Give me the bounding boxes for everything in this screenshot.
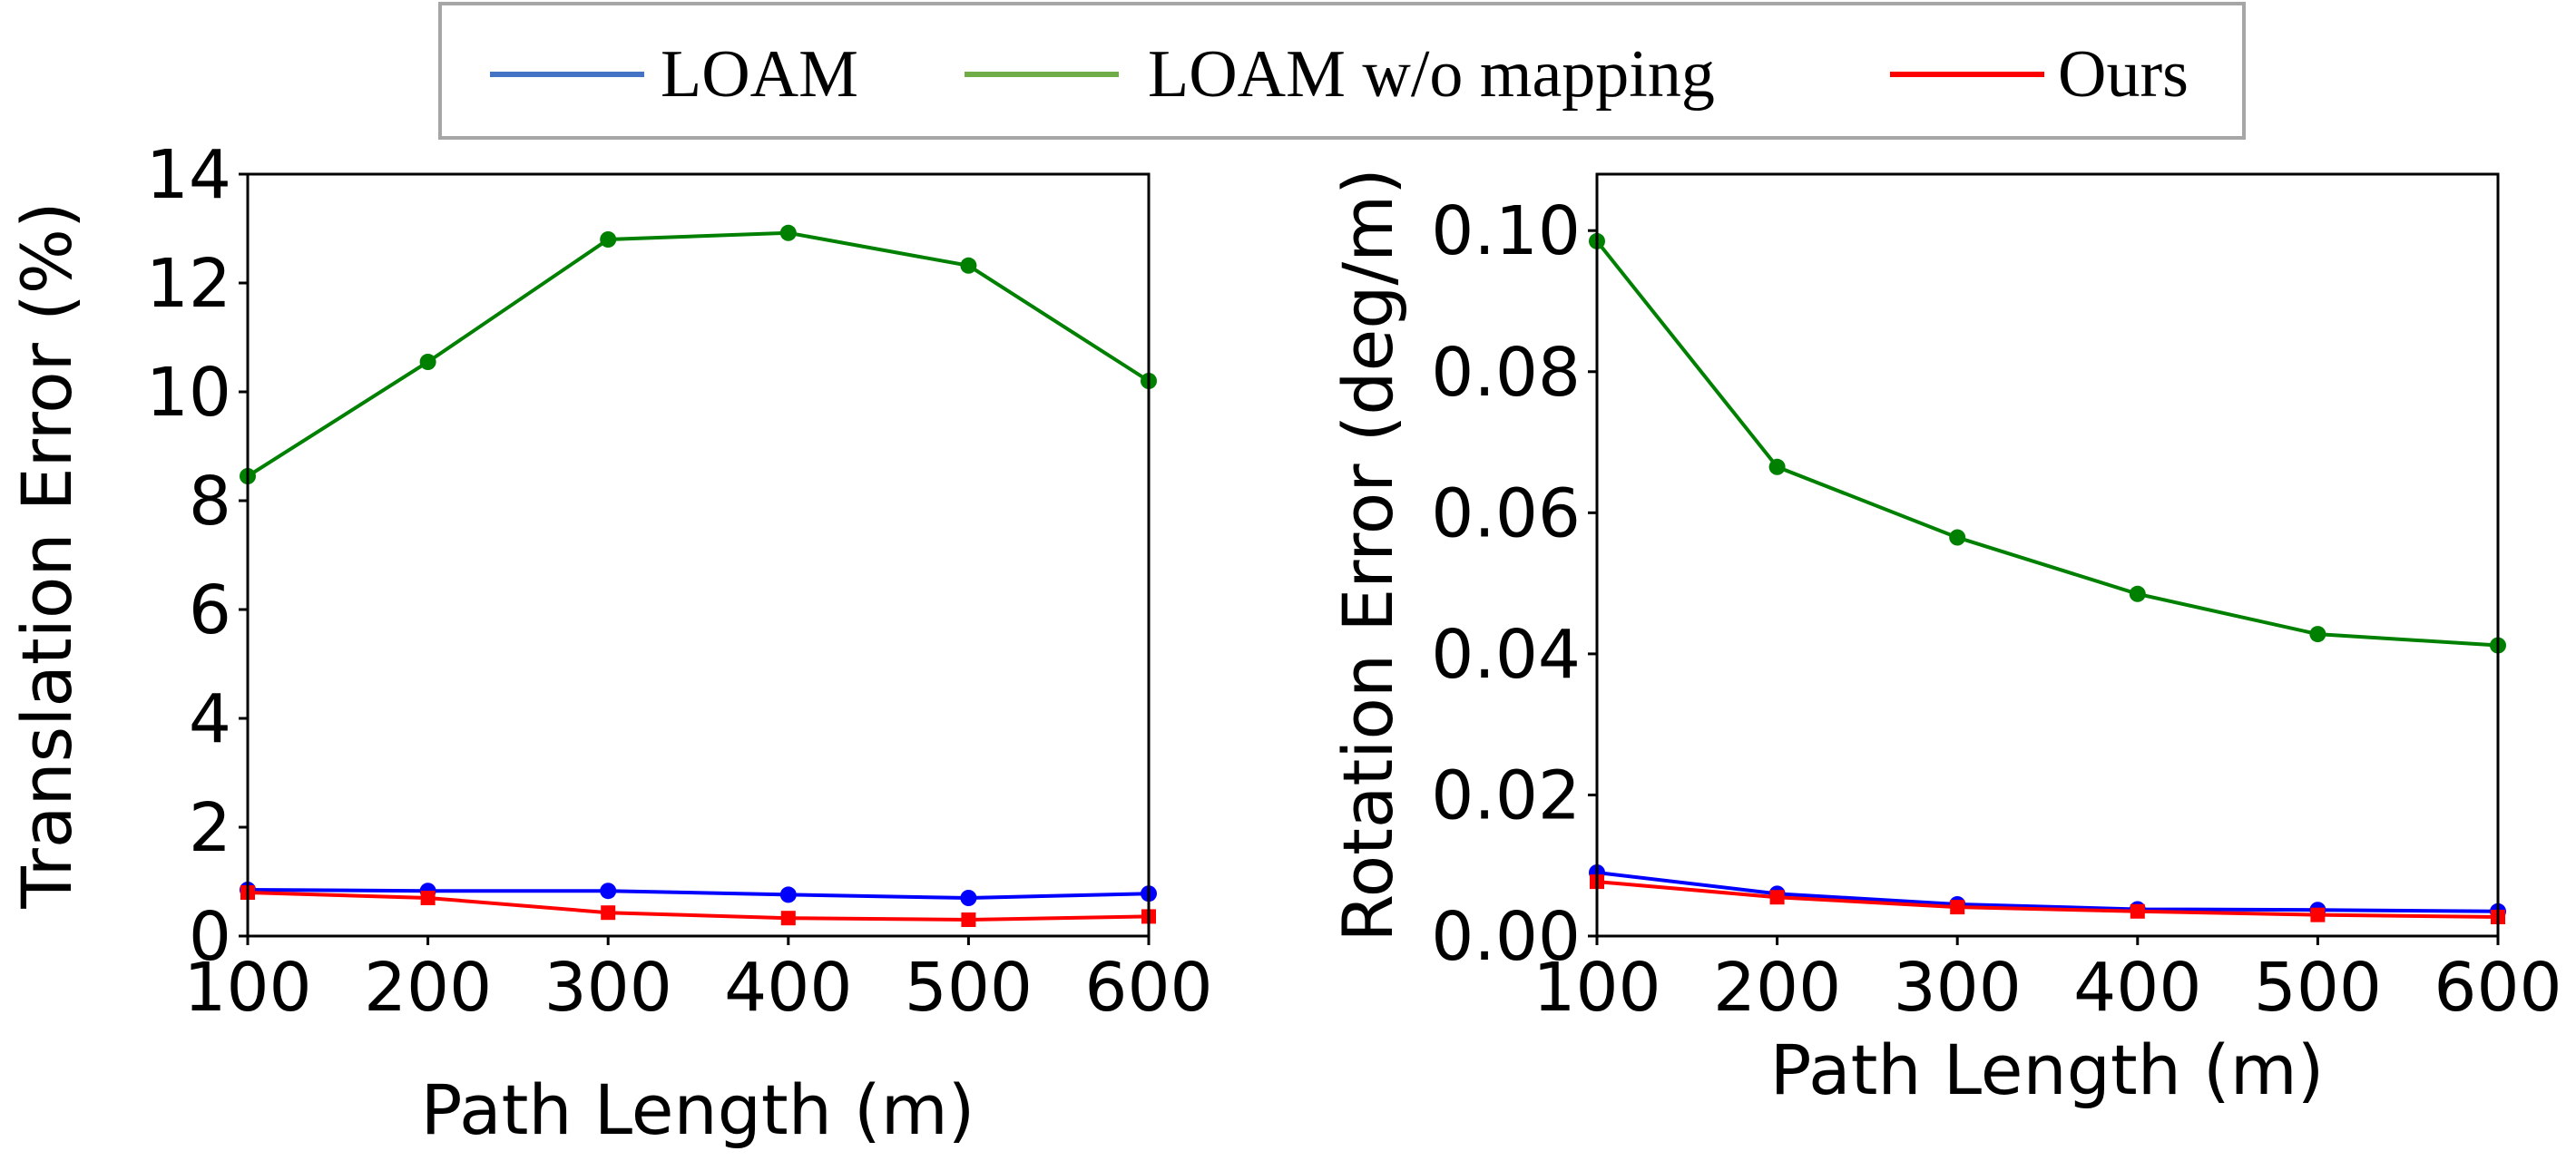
rotation-error-series-ours-point <box>2310 907 2326 922</box>
translation-error-ytick-label: 10 <box>146 354 231 432</box>
translation-error-xtick-label: 300 <box>544 949 672 1027</box>
rotation-error-ytick-label: 0.04 <box>1431 616 1581 694</box>
rotation-error-xtick-label: 200 <box>1713 949 1841 1027</box>
rotation-error-series-loam-w-o-mapping-point <box>2129 585 2146 602</box>
rotation-error-xtick-label: 500 <box>2254 949 2382 1027</box>
rotation-error-series-loam-line <box>1596 871 2499 913</box>
rotation-error-xtick-label: 300 <box>1894 949 2022 1027</box>
translation-error-series-loam-point <box>960 890 977 906</box>
translation-error-series-loam-w-o-mapping-point <box>419 354 436 370</box>
rotation-error-series-loam-w-o-mapping-line <box>1595 239 2499 648</box>
rotation-error-ytick-label: 0.06 <box>1431 474 1581 552</box>
translation-error-xtick-label: 400 <box>724 949 852 1027</box>
rotation-error-series-ours-point <box>1950 900 1965 915</box>
rotation-error-xtick-label: 400 <box>2073 949 2201 1027</box>
translation-error-series-loam-point <box>779 886 797 903</box>
translation-error-series-loam-line <box>247 888 1150 901</box>
translation-error-xtick-label: 200 <box>364 949 492 1027</box>
translation-error-ytick-label: 14 <box>146 136 231 214</box>
rotation-error-series-ours-point <box>1769 890 1785 905</box>
translation-error-chart: 100 200 300 400 500 600 0 2 4 6 8 10 12 14 Path Lengt… <box>6 136 1213 1150</box>
translation-error-ylabel: Translation Error (%) <box>6 201 87 909</box>
translation-error-series-ours-point <box>961 912 976 927</box>
rotation-error-ytick-label: 0.08 <box>1431 334 1581 412</box>
translation-error-series-loam-w-o-mapping-point <box>779 224 797 241</box>
rotation-error-ylabel: Rotation Error (deg/m) <box>1327 168 1408 942</box>
legend-label-ours: Ours <box>2058 37 2189 112</box>
legend-label-loam: LOAM <box>661 37 858 112</box>
rotation-error-series-ours-point <box>2130 903 2145 919</box>
rotation-error-xlabel: Path Length (m) <box>1770 1029 2325 1110</box>
translation-error-xtick-label: 100 <box>183 949 311 1027</box>
translation-error-plot-frame <box>246 172 1151 938</box>
legend-label-loam-wo-mapping: LOAM w/o mapping <box>1148 37 1715 112</box>
translation-error-ytick-label: 12 <box>146 245 231 323</box>
translation-error-series-loam-w-o-mapping-line <box>246 230 1151 478</box>
rotation-error-xtick-label: 600 <box>2434 949 2561 1027</box>
rotation-error-series-ours-line <box>1596 880 2499 919</box>
translation-error-marks <box>240 224 1157 927</box>
rotation-error-marks <box>1589 232 2506 924</box>
translation-error-series-ours-point <box>601 905 616 921</box>
rotation-error-series-loam-w-o-mapping-point <box>2309 626 2326 643</box>
translation-error-series-loam-w-o-mapping-point <box>600 231 617 248</box>
translation-error-ytick-label: 2 <box>189 789 231 867</box>
translation-error-series-loam-point <box>600 883 617 900</box>
translation-error-ytick-label: 6 <box>189 571 231 649</box>
rotation-error-ytick-label: 0.02 <box>1431 756 1581 834</box>
rotation-error-ytick-label: 0.10 <box>1431 192 1581 270</box>
translation-error-xlabel: Path Length (m) <box>421 1069 975 1150</box>
rotation-error-series-loam-w-o-mapping-point <box>1949 529 1966 546</box>
rotation-error-xtick-label: 100 <box>1533 949 1660 1027</box>
translation-error-series-ours-point <box>780 911 796 926</box>
translation-error-xtick-label: 500 <box>905 949 1033 1027</box>
rotation-error-chart: 100 200 300 400 500 600 0.00 0.02 0.04 0.06 0.08 0.… <box>1327 168 2562 1110</box>
translation-error-ytick-label: 8 <box>189 463 231 541</box>
translation-error-series-ours-point <box>420 891 436 905</box>
rotation-error-series-loam-w-o-mapping-point <box>1768 458 1786 475</box>
rotation-error-ytick-label: 0.00 <box>1431 898 1581 976</box>
legend: LOAM LOAM w/o mapping Ours <box>438 2 2246 140</box>
legend-frame <box>438 2 2246 140</box>
translation-error-series-loam-w-o-mapping-point <box>960 257 977 274</box>
translation-error-series-ours-line <box>247 891 1150 922</box>
rotation-error-ticks: 100 200 300 400 500 600 0.00 0.02 0.04 0.06 0.08 0.… <box>1431 192 2561 1027</box>
translation-error-xtick-label: 600 <box>1084 949 1212 1027</box>
translation-error-ytick-label: 0 <box>189 898 231 976</box>
rotation-error-plot-frame <box>1595 172 2500 938</box>
translation-error-ytick-label: 4 <box>189 680 231 758</box>
translation-error-ticks: 100 200 300 400 500 600 0 2 4 6 8 10 12 14 <box>146 136 1213 1027</box>
